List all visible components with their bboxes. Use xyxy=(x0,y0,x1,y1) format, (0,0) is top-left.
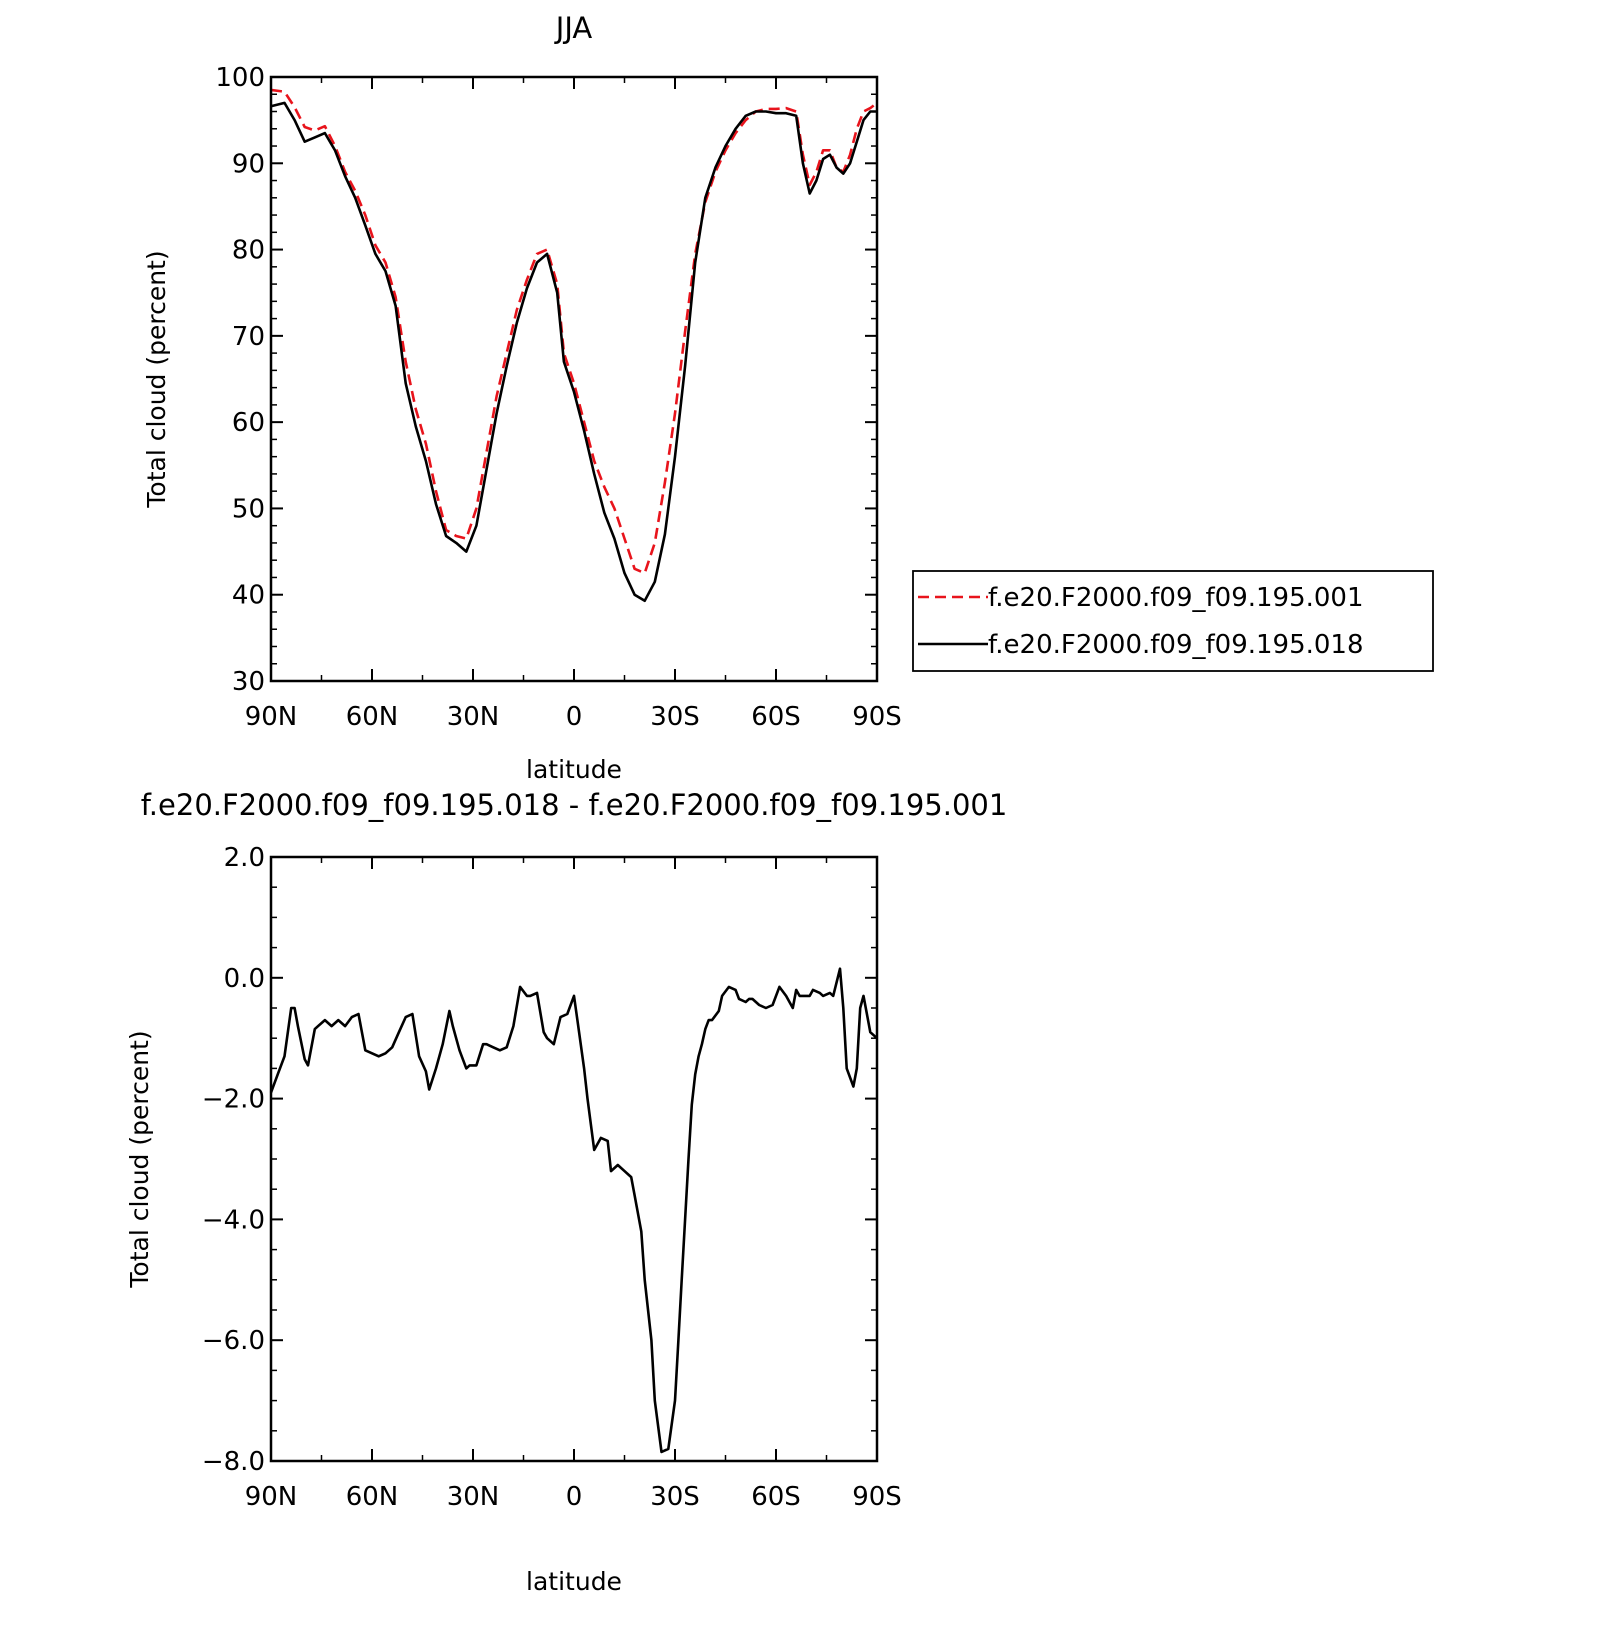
x-tick-label: 0 xyxy=(566,702,583,732)
x-tick-label: 30S xyxy=(650,1482,700,1512)
x-tick-label: 30N xyxy=(447,1482,500,1512)
bottom-plot-frame xyxy=(269,855,879,1463)
top-plot-frame xyxy=(269,75,879,683)
y-tick-label: 60 xyxy=(232,408,265,438)
y-tick-label: 2.0 xyxy=(224,843,265,873)
bottom-tick-marks xyxy=(270,856,878,1462)
bottom-x-axis-title: latitude xyxy=(526,1567,622,1596)
y-tick-label: −2.0 xyxy=(202,1085,265,1115)
legend-label-001: f.e20.F2000.f09_f09.195.001 xyxy=(988,583,1364,613)
x-tick-label: 30N xyxy=(447,702,500,732)
legend: f.e20.F2000.f09_f09.195.001 f.e20.F2000.… xyxy=(912,570,1434,672)
y-tick-label: 30 xyxy=(232,667,265,697)
top-chart-title: JJA xyxy=(554,11,593,45)
x-tick-label: 90N xyxy=(245,702,298,732)
top-x-axis-title: latitude xyxy=(526,755,622,784)
bottom-panel: f.e20.F2000.f09_f09.195.018 - f.e20.F200… xyxy=(125,788,1007,1596)
series-line-1-0 xyxy=(269,967,878,1454)
y-tick-label: 100 xyxy=(215,63,265,93)
y-tick-label: −4.0 xyxy=(202,1205,265,1235)
y-tick-label: 80 xyxy=(232,236,265,266)
x-tick-label: 0 xyxy=(566,1482,583,1512)
x-tick-label: 60S xyxy=(751,702,801,732)
x-tick-label: 60N xyxy=(346,1482,399,1512)
top-y-axis-title: Total cloud (percent) xyxy=(142,250,171,508)
y-tick-label: 90 xyxy=(232,149,265,179)
x-tick-label: 60N xyxy=(346,702,399,732)
top-tick-labels: 90N 60N 30N 0 30S 60S 90S 100 90 80 70 60 50 40 30 xyxy=(215,63,901,732)
top-series xyxy=(270,88,878,603)
x-tick-label: 30S xyxy=(650,702,700,732)
top-panel: JJA 90N 60N 30N 0 30S 60S 90S 100 90 80 70 60 50 40 30… xyxy=(142,11,1434,784)
x-tick-label: 90S xyxy=(852,702,902,732)
y-tick-label: 50 xyxy=(232,494,265,524)
bottom-series xyxy=(269,967,878,1454)
y-tick-label: −8.0 xyxy=(202,1447,265,1477)
y-tick-label: 0.0 xyxy=(224,964,265,994)
series-line-0-1 xyxy=(270,101,877,603)
bottom-tick-labels: 90N 60N 30N 0 30S 60S 90S 2.0 0.0 −2.0 −4.0 −6.0 −8.… xyxy=(202,843,902,1512)
bottom-chart-title: f.e20.F2000.f09_f09.195.018 - f.e20.F200… xyxy=(141,788,1008,822)
series-line-0-0 xyxy=(270,88,878,575)
y-tick-label: 40 xyxy=(232,581,265,611)
legend-box xyxy=(912,570,1434,672)
y-tick-label: 70 xyxy=(232,322,265,352)
bottom-y-axis-title: Total cloud (percent) xyxy=(125,1030,154,1288)
legend-label-018: f.e20.F2000.f09_f09.195.018 xyxy=(988,630,1364,660)
x-tick-label: 60S xyxy=(751,1482,801,1512)
x-tick-label: 90N xyxy=(245,1482,298,1512)
x-tick-label: 90S xyxy=(852,1482,902,1512)
top-tick-marks xyxy=(270,76,878,682)
y-tick-label: −6.0 xyxy=(202,1326,265,1356)
